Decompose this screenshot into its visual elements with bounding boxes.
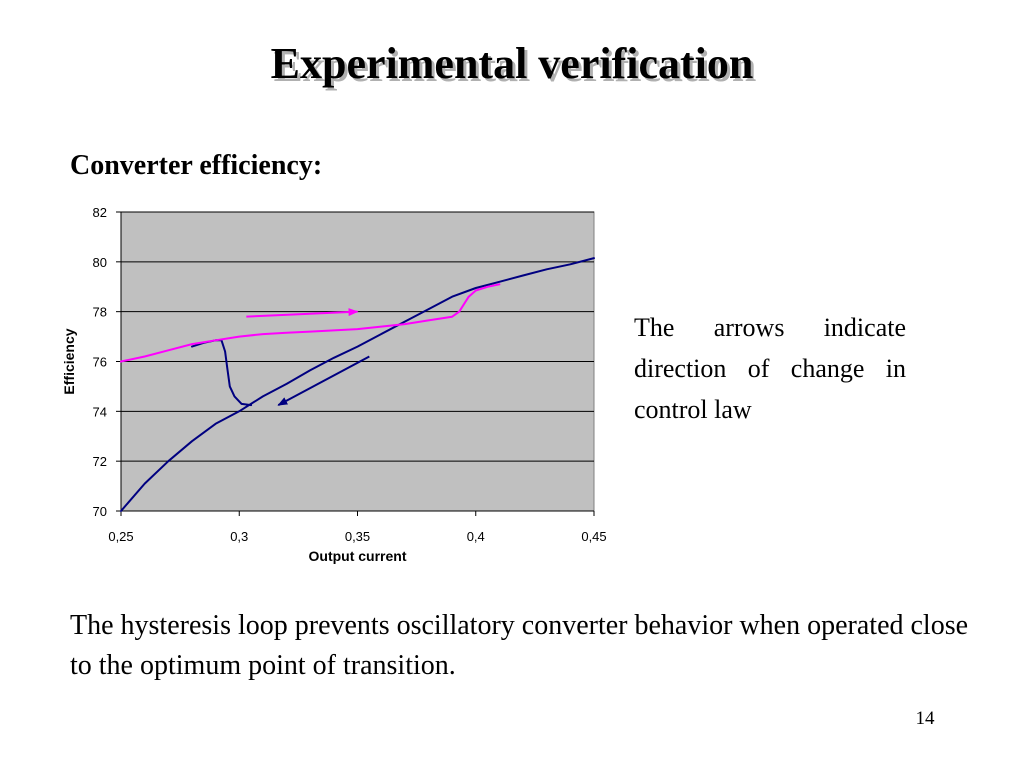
y-tick-label: 76 [93,355,107,370]
x-tick-label: 0,3 [230,529,248,544]
y-tick-label: 78 [93,305,107,320]
section-heading: Converter efficiency: [70,150,323,181]
page-number: 14 [915,708,935,729]
arrow-note: The arrows indicate direction of change … [634,313,906,424]
axes: 70 72 74 76 78 80 82 0,25 0,3 0,35 0,4 0,45 [93,205,607,544]
x-tick-label: 0,45 [581,529,606,544]
series-line-1 [120,257,595,512]
x-tick-label: 0,25 [108,529,133,544]
slide-title: Experimental verification [270,39,754,88]
direction-arrows [246,308,370,406]
y-axis-title: Efficiency [61,328,77,394]
y-tick-label: 72 [93,454,107,469]
slide-caption: The hysteresis loop prevents oscillatory… [70,610,969,681]
x-tick-label: 0,4 [467,529,485,544]
direction-arrow-2 [277,355,370,406]
x-axis-title: Output current [309,548,407,564]
x-tick-label: 0,35 [345,529,370,544]
y-tick-label: 82 [93,205,107,220]
y-tick-label: 74 [93,404,107,419]
y-tick-label: 70 [93,504,107,519]
efficiency-chart: 70 72 74 76 78 80 82 0,25 0,3 0,35 0,4 0,45 Output … [61,205,607,564]
y-tick-label: 80 [93,255,107,270]
direction-arrow-1 [246,308,359,318]
series-line-3 [120,283,501,363]
series [120,257,595,512]
